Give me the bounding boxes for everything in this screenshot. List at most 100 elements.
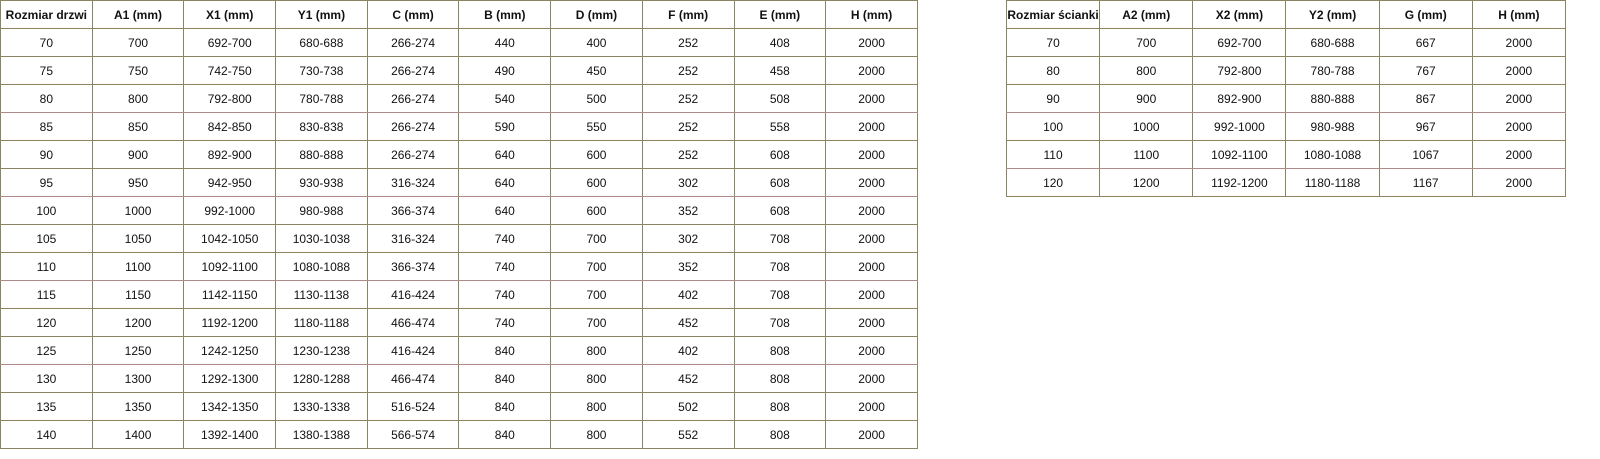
column-header: C (mm) bbox=[366, 0, 460, 29]
column-header: B (mm) bbox=[458, 0, 552, 29]
table-row: 115 1150 1142-1150 1130-1138 416-424 740 700 40… bbox=[0, 280, 918, 309]
table-cell: 266-274 bbox=[366, 112, 460, 141]
table-cell: 402 bbox=[641, 336, 735, 365]
column-header: Rozmiar drzwi bbox=[0, 0, 93, 29]
table-cell: 450 bbox=[550, 56, 643, 85]
table-cell: 640 bbox=[458, 140, 552, 169]
table-cell: 552 bbox=[641, 420, 735, 449]
table-cell: 2000 bbox=[825, 196, 918, 225]
column-header: Y1 (mm) bbox=[275, 0, 368, 29]
table-cell: 110 bbox=[1005, 140, 1101, 169]
table-cell: 792-800 bbox=[1192, 56, 1287, 85]
table-cell: 692-700 bbox=[1192, 28, 1287, 57]
table-row: 70 700 692-700 680-688 667 2000 bbox=[1005, 28, 1567, 57]
table-cell: 70 bbox=[0, 28, 93, 57]
table-cell: 750 bbox=[91, 56, 185, 85]
table-cell: 708 bbox=[733, 280, 827, 309]
table-cell: 1030-1038 bbox=[275, 224, 368, 253]
table-cell: 1192-1200 bbox=[1192, 168, 1287, 197]
table-row: 105 1050 1042-1050 1030-1038 316-324 740 700 30… bbox=[0, 224, 918, 253]
table-cell: 600 bbox=[550, 168, 643, 197]
table-cell: 680-688 bbox=[275, 28, 368, 57]
table-cell: 600 bbox=[550, 140, 643, 169]
table-cell: 516-524 bbox=[366, 392, 460, 421]
table-cell: 1230-1238 bbox=[275, 336, 368, 365]
table-cell: 1330-1338 bbox=[275, 392, 368, 421]
table-cell: 90 bbox=[0, 140, 93, 169]
table-cell: 100 bbox=[1005, 112, 1101, 141]
table-cell: 842-850 bbox=[183, 112, 277, 141]
table-cell: 1392-1400 bbox=[183, 420, 277, 449]
table-cell: 1300 bbox=[91, 364, 185, 393]
table-cell: 2000 bbox=[825, 308, 918, 337]
table-cell: 608 bbox=[733, 140, 827, 169]
table-cell: 508 bbox=[733, 84, 827, 113]
door-size-table: Rozmiar drzwi A1 (mm) X1 (mm) Y1 (mm) C (mm)… bbox=[0, 0, 918, 449]
table-cell: 608 bbox=[733, 168, 827, 197]
table-cell: 740 bbox=[458, 308, 552, 337]
column-header: Rozmiar ścianki bbox=[1005, 0, 1101, 29]
table-cell: 992-1000 bbox=[183, 196, 277, 225]
header-row: Rozmiar ścianki A2 (mm) X2 (mm) Y2 (mm) G (m… bbox=[1005, 0, 1567, 29]
table-cell: 366-374 bbox=[366, 252, 460, 281]
table-cell: 1350 bbox=[91, 392, 185, 421]
table-row: 110 1100 1092-1100 1080-1088 366-374 740 700 35… bbox=[0, 252, 918, 281]
table-cell: 608 bbox=[733, 196, 827, 225]
table-cell: 967 bbox=[1378, 112, 1473, 141]
table-cell: 892-900 bbox=[1192, 84, 1287, 113]
table-cell: 302 bbox=[641, 224, 735, 253]
table-cell: 800 bbox=[550, 420, 643, 449]
table-cell: 740 bbox=[458, 224, 552, 253]
table-row: 70 700 692-700 680-688 266-274 440 400 252 408 20… bbox=[0, 28, 918, 57]
table-row: 120 1200 1192-1200 1180-1188 466-474 740 700 45… bbox=[0, 308, 918, 337]
table-cell: 740 bbox=[458, 280, 552, 309]
table-cell: 730-738 bbox=[275, 56, 368, 85]
table-row: 130 1300 1292-1300 1280-1288 466-474 840 800 45… bbox=[0, 364, 918, 393]
table-cell: 130 bbox=[0, 364, 93, 393]
table-cell: 1167 bbox=[1378, 168, 1473, 197]
table-row: 110 1100 1092-1100 1080-1088 1067 2000 bbox=[1005, 140, 1567, 169]
table-cell: 2000 bbox=[825, 252, 918, 281]
table-cell: 800 bbox=[550, 336, 643, 365]
table-cell: 252 bbox=[641, 56, 735, 85]
header-row: Rozmiar drzwi A1 (mm) X1 (mm) Y1 (mm) C (mm)… bbox=[0, 0, 918, 29]
table-cell: 2000 bbox=[1471, 112, 1567, 141]
table-cell: 667 bbox=[1378, 28, 1473, 57]
table-cell: 2000 bbox=[1471, 168, 1567, 197]
table-cell: 1200 bbox=[91, 308, 185, 337]
table-cell: 708 bbox=[733, 308, 827, 337]
table-cell: 2000 bbox=[825, 420, 918, 449]
column-header: Y2 (mm) bbox=[1285, 0, 1380, 29]
table-cell: 252 bbox=[641, 140, 735, 169]
table-cell: 105 bbox=[0, 224, 93, 253]
table-cell: 266-274 bbox=[366, 56, 460, 85]
column-header: A2 (mm) bbox=[1099, 0, 1194, 29]
table-cell: 700 bbox=[91, 28, 185, 57]
column-header: X2 (mm) bbox=[1192, 0, 1287, 29]
table-cell: 500 bbox=[550, 84, 643, 113]
table-cell: 125 bbox=[0, 336, 93, 365]
table-cell: 1342-1350 bbox=[183, 392, 277, 421]
table-cell: 708 bbox=[733, 224, 827, 253]
table-cell: 490 bbox=[458, 56, 552, 85]
table-cell: 352 bbox=[641, 196, 735, 225]
table-cell: 742-750 bbox=[183, 56, 277, 85]
table-cell: 830-838 bbox=[275, 112, 368, 141]
table-cell: 252 bbox=[641, 28, 735, 57]
table-cell: 466-474 bbox=[366, 308, 460, 337]
table-cell: 780-788 bbox=[275, 84, 368, 113]
table-cell: 700 bbox=[1099, 28, 1194, 57]
table-cell: 85 bbox=[0, 112, 93, 141]
table-row: 85 850 842-850 830-838 266-274 590 550 252 558 20… bbox=[0, 112, 918, 141]
table-cell: 316-324 bbox=[366, 224, 460, 253]
table-cell: 2000 bbox=[1471, 140, 1567, 169]
table-cell: 2000 bbox=[825, 364, 918, 393]
table-cell: 416-424 bbox=[366, 280, 460, 309]
table-cell: 100 bbox=[0, 196, 93, 225]
table-cell: 1200 bbox=[1099, 168, 1194, 197]
table-cell: 110 bbox=[0, 252, 93, 281]
table-cell: 800 bbox=[1099, 56, 1194, 85]
table-cell: 700 bbox=[550, 280, 643, 309]
table-cell: 540 bbox=[458, 84, 552, 113]
table-cell: 2000 bbox=[825, 336, 918, 365]
